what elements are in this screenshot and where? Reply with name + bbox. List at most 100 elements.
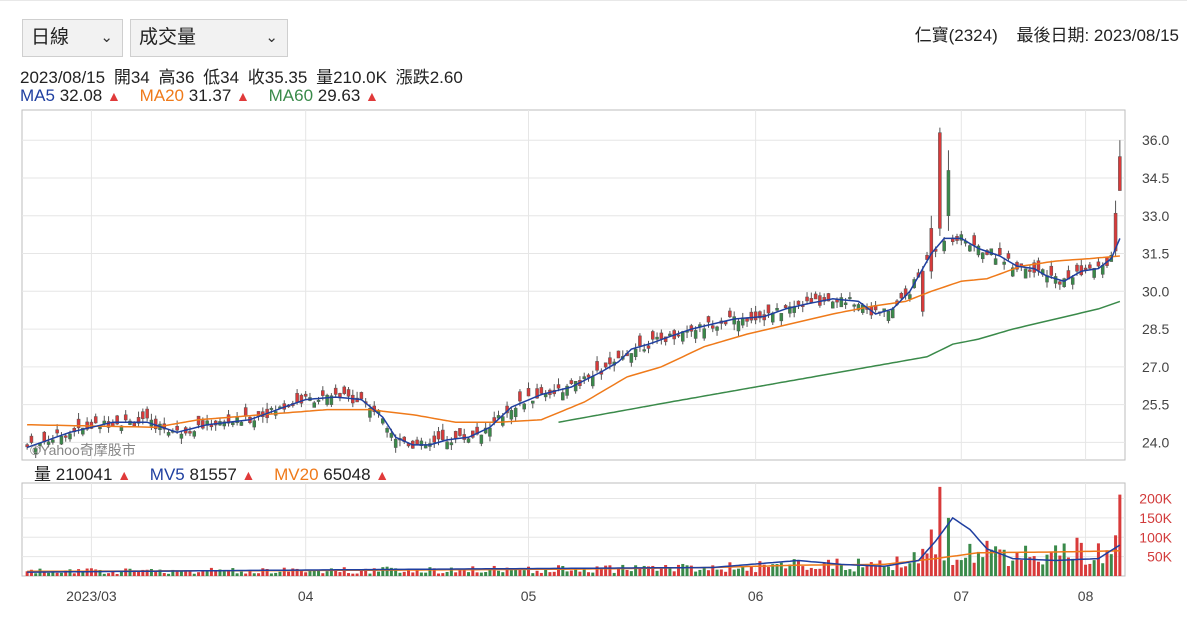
candle-body [749,311,754,321]
candle-body [843,302,848,305]
volume-bar [844,570,848,576]
volume-bar [621,564,625,576]
volume-bar [659,568,663,576]
volume-bar [424,572,428,576]
candle-body [1062,278,1066,287]
volume-bar [715,569,719,576]
candle-body [192,431,197,437]
candle-body [852,304,856,307]
volume-bar [535,570,539,576]
volume-bar [248,570,252,576]
volume-bar [209,567,213,576]
candle-body [1079,265,1084,276]
candle-body [616,350,621,359]
candle-body [565,385,569,396]
candle-body [535,388,539,399]
ma-legend: MA5 32.08 ▲ MA20 31.37 ▲ MA60 29.63 ▲ [20,86,393,106]
candle-body [1006,253,1011,259]
candle-body [633,348,638,357]
price-tick-label: 27.0 [1142,359,1169,375]
volume-bar [938,486,942,576]
candle-body [706,316,711,323]
candle-body [676,334,681,337]
candle-body [325,394,329,405]
mv5-legend: MV5 81557 ▲ [149,465,256,484]
volume-bar [955,559,959,576]
volume-bar [351,573,355,576]
volume-bar [488,568,492,576]
volume-bar [1105,550,1109,576]
volume-bar [347,573,351,576]
ma5-line [26,237,1121,449]
ma20-line [27,255,1120,429]
volume-bar [539,572,543,576]
volume-bar [261,568,265,576]
candle-body [809,298,814,303]
volume-bar [295,568,299,576]
volume-legend: 量 210041 ▲ MV5 81557 ▲ MV20 65048 ▲ [34,460,403,485]
candle-body [920,270,925,312]
volume-bar [779,562,783,576]
price-panel-frame [21,109,1126,461]
volume-bar [364,568,368,576]
volume-bar [1002,549,1006,576]
volume-bar [214,570,218,576]
volume-bar [329,568,333,576]
volume-bar [25,571,29,576]
candle-body [235,417,239,423]
volume-bar [818,568,822,576]
volume-bar [916,563,920,576]
volume-bar [732,569,736,576]
volume-bar [1006,566,1010,576]
volume-bar [946,517,950,576]
candle-body [123,414,128,421]
volume-bar [415,569,419,576]
volume-bar [317,570,321,576]
volume-bar [188,570,192,576]
candle-body [976,245,981,256]
volume-bar [299,570,303,576]
period-dropdown[interactable]: 日線 ⌄ [22,19,123,57]
volume-bar [175,571,179,576]
volume-bar [959,560,963,576]
volume-bar [642,565,646,576]
volume-bar [235,573,239,576]
volume-bar [912,552,916,576]
volume-value-legend: 量 210041 ▲ [34,465,132,484]
candle-body [488,427,492,437]
volume-bar [976,551,980,576]
volume-bar [132,570,136,576]
volume-bar [724,571,728,576]
volume-bar [338,572,342,576]
volume-bar [771,564,775,576]
indicator-dropdown[interactable]: 成交量 ⌄ [130,19,288,57]
candle-body [942,240,946,252]
candle-body [1083,267,1088,270]
axis-ticks: 24.0 25.5 27.0 28.5 30.0 31.5 33.0 34.5 36.0 50K 1… [66,132,1173,604]
volume-bar [205,571,209,576]
volume-bar [698,569,702,576]
candle-body [642,349,646,352]
volume-bar [522,570,526,576]
volume-bar [565,571,569,576]
candle-body [848,297,852,299]
volume-bar [68,569,72,576]
volume-bar [398,572,402,576]
volume-bar [222,570,226,576]
candle-body [188,431,192,434]
candle-body [59,435,64,445]
volume-bar [368,573,372,576]
volume-bar [599,567,603,576]
candle-body [46,441,51,445]
candle-body [453,431,458,439]
volume-bar [968,543,972,576]
volume-bar [749,566,753,576]
volume-bar [745,570,749,576]
month-tick-label: 2023/03 [66,588,117,604]
volume-bar [1049,551,1053,576]
volume-bar [625,569,629,576]
volume-bar [985,540,989,576]
volume-bar [42,571,46,576]
candle-body [346,389,351,397]
